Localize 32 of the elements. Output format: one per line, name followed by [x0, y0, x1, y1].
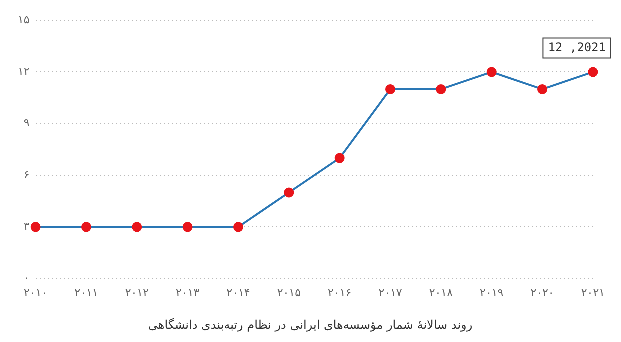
point	[182, 222, 193, 232]
y-tick-label: ۹	[24, 116, 30, 130]
x-tick-label: ۲۰۱۰	[24, 286, 48, 300]
point	[436, 84, 446, 94]
point	[30, 222, 41, 232]
x-tick-label: ۲۰۱۲	[125, 286, 150, 300]
x-tick-label: ۲۰۱۳	[176, 286, 200, 300]
x-tick-label: ۲۰۲۰	[530, 286, 554, 300]
point	[81, 222, 92, 232]
x-tick-label: ۲۰۱۴	[226, 286, 250, 300]
y-tick-label: ۱۲	[18, 65, 30, 78]
x-tick-label: ۲۰۱۹	[480, 286, 504, 300]
x-tick-label: ۲۰۱۱	[74, 286, 98, 300]
y-tick-label: ۰	[24, 272, 30, 285]
point	[132, 222, 142, 232]
y-tick-label: ۱۵	[18, 13, 30, 26]
y-tick-label: ۳	[24, 220, 30, 234]
point	[386, 84, 396, 94]
point	[486, 67, 497, 78]
annotation: 12 ,2021	[548, 40, 606, 54]
point	[588, 67, 598, 78]
text: روند سالانهٔ شمار مؤسسه‌های ایرانی در نظام رتبه‌بندی دانشگاهی	[147, 318, 474, 332]
point	[538, 84, 548, 94]
x-tick-label: ۲۰۱۶	[328, 286, 352, 300]
point	[233, 222, 244, 232]
x-tick-label: ۲۰۱۸	[429, 286, 454, 300]
x-tick-label: ۲۰۱۷	[378, 286, 402, 300]
point	[334, 153, 345, 164]
y-tick-label: ۶	[24, 168, 30, 182]
x-tick-label: ۲۰۱۵	[277, 286, 302, 300]
point	[284, 188, 294, 198]
x-tick-label: ۲۰۲۱	[581, 286, 606, 300]
